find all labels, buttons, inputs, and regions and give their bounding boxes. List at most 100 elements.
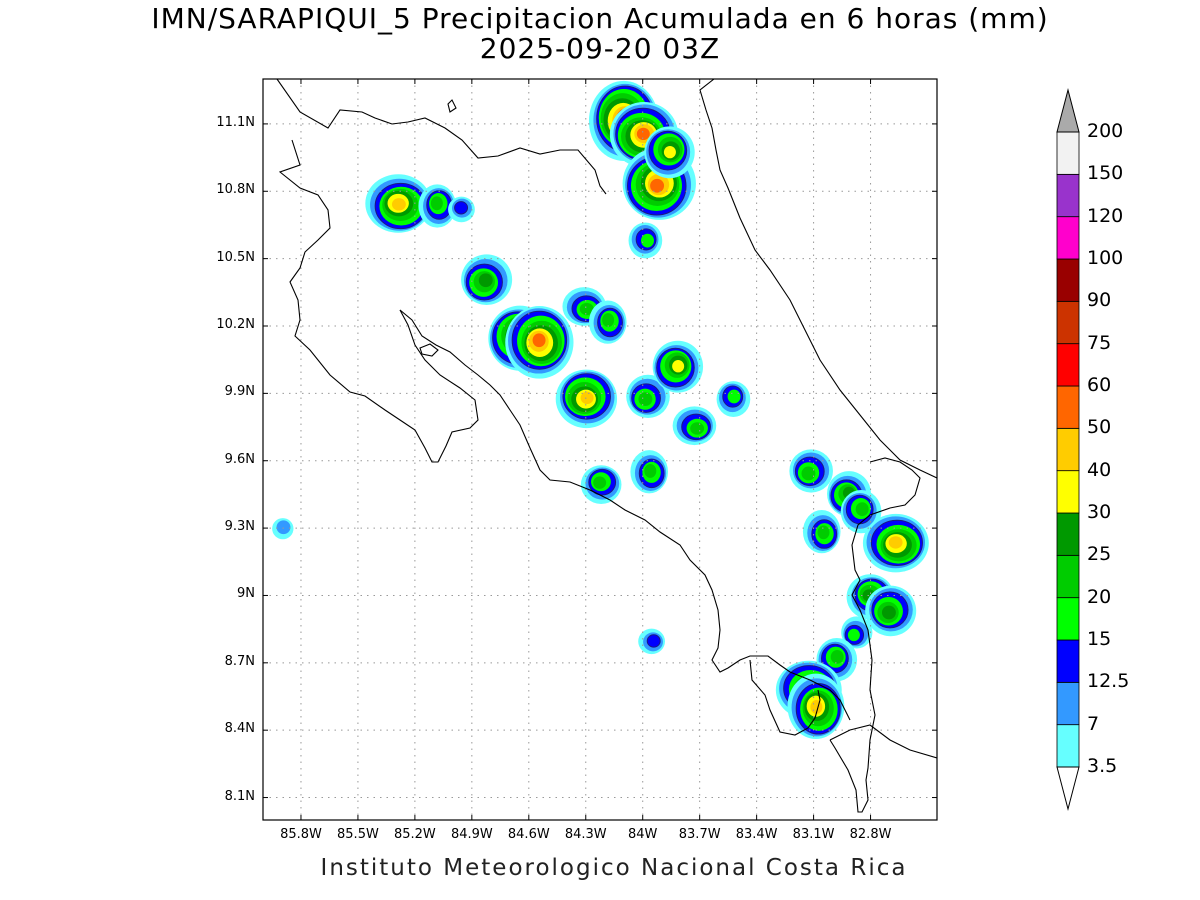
- precip-contour: [690, 422, 705, 435]
- precip-contour: [663, 145, 676, 159]
- lake-nicaragua-shore: [447, 99, 457, 113]
- precip-contour: [881, 605, 896, 620]
- precip-contour: [454, 201, 469, 215]
- precip-cell: [628, 222, 663, 259]
- precip-contour: [391, 198, 406, 211]
- precip-contour: [593, 476, 607, 489]
- map-frame: [262, 78, 938, 821]
- lat-tick-label: 10.8N: [216, 182, 255, 198]
- lon-tick-label: 85.2W: [393, 827, 436, 842]
- lon-tick-label: 83.1W: [792, 827, 835, 842]
- nicaragua-border: [276, 79, 607, 195]
- institution-footer: Instituto Meteorologico Nacional Costa R…: [320, 855, 908, 881]
- precip-cell: [272, 518, 294, 540]
- lon-tick-label: 84.6W: [507, 827, 550, 842]
- precip-contour: [276, 520, 291, 535]
- burica-coast: [829, 724, 937, 759]
- colorbar-band: [1056, 216, 1080, 260]
- colorbar-band: [1056, 343, 1080, 387]
- lon-tick-label: 83.7W: [678, 827, 721, 842]
- osa-peninsula: [749, 659, 821, 736]
- colorbar-level-label: 7: [1087, 712, 1100, 735]
- colorbar-band: [1056, 131, 1080, 175]
- precip-contour: [672, 360, 685, 373]
- colorbar-level-label: 20: [1087, 585, 1112, 608]
- lat-tick-label: 9.6N: [224, 451, 255, 467]
- colorbar-band: [1056, 639, 1080, 683]
- precip-cell: [448, 196, 475, 223]
- colorbar-level-label: 30: [1087, 501, 1112, 523]
- colorbar-band: [1056, 470, 1080, 514]
- lat-tick-label: 8.1N: [224, 788, 255, 804]
- precip-cell: [418, 184, 457, 228]
- precip-contour: [801, 466, 816, 481]
- precip-contour: [830, 649, 844, 664]
- precip-contour: [650, 178, 665, 193]
- colorbar-band: [1056, 173, 1080, 218]
- precip-cell: [626, 374, 670, 419]
- precip-cell: [865, 585, 917, 637]
- precip-contour: [727, 389, 741, 404]
- colorbar-band: [1056, 512, 1080, 556]
- gulf-of-nicoya-east: [399, 309, 851, 721]
- map-title: IMN/SARAPIQUI_5 Precipitacion Acumulada …: [151, 2, 1049, 35]
- precip-cell: [365, 174, 432, 233]
- coastline-borders: [276, 79, 937, 813]
- precip-cell: [840, 490, 882, 534]
- nicoya-peninsula: [278, 139, 479, 463]
- colorbar-level-label: 12.5: [1087, 670, 1130, 693]
- precip-cell: [802, 510, 841, 554]
- lat-tick-label: 8.4N: [224, 721, 255, 737]
- precipitation-field: [272, 80, 929, 739]
- precip-contour: [430, 196, 443, 211]
- axis-ticks: [263, 79, 937, 820]
- colorbar-band: [1056, 258, 1080, 302]
- colorbar-level-label: 3.5: [1087, 755, 1118, 777]
- colorbar-level-label: 60: [1087, 374, 1112, 396]
- precip-contour: [817, 525, 830, 540]
- colorbar-level-label: 150: [1087, 162, 1124, 185]
- colorbar-level-label: 100: [1087, 247, 1124, 269]
- colorbar-under-triangle: [1056, 766, 1080, 811]
- lat-tick-label: 10.2N: [216, 317, 255, 332]
- lon-tick-label: 84.3W: [564, 827, 607, 842]
- panama-border: [829, 457, 921, 813]
- colorbar-level-label: 40: [1087, 458, 1112, 481]
- colorbar-level-label: 75: [1087, 331, 1112, 354]
- precip-cell: [841, 616, 873, 649]
- precip-contour: [641, 233, 654, 248]
- precip-cell: [716, 381, 751, 418]
- colorbar-band: [1056, 554, 1080, 599]
- lon-tick-label: 85.5W: [337, 827, 379, 842]
- precip-cell: [862, 513, 929, 573]
- map-datetime: 2025-09-20 03Z: [479, 32, 721, 65]
- precip-contour: [580, 391, 594, 405]
- colorbar-band: [1056, 681, 1080, 726]
- precip-contour: [636, 127, 650, 141]
- precip-contour: [602, 313, 615, 327]
- colorbar-level-label: 200: [1087, 120, 1124, 142]
- precip-contour: [888, 536, 903, 549]
- precip-cell: [638, 628, 665, 655]
- colorbar-level-label: 50: [1087, 416, 1112, 439]
- precip-cell: [588, 300, 627, 344]
- precip-cell: [672, 406, 717, 446]
- lat-tick-label: 9.3N: [224, 519, 255, 535]
- precip-contour: [478, 273, 493, 288]
- chira-island: [419, 343, 439, 357]
- caribbean-coast: [699, 79, 937, 479]
- lat-tick-label: 9N: [237, 586, 255, 602]
- precip-cell: [652, 340, 704, 393]
- lon-tick-label: 83.4W: [735, 827, 778, 842]
- precip-cell: [505, 305, 574, 379]
- precip-cell: [461, 254, 513, 305]
- colorbar-band: [1056, 597, 1080, 641]
- precip-cell: [789, 449, 833, 493]
- precip-cell: [555, 369, 618, 429]
- colorbar-band: [1056, 724, 1080, 768]
- precip-contour: [855, 502, 869, 517]
- colorbar-band: [1056, 427, 1080, 472]
- precip-contour: [646, 634, 661, 648]
